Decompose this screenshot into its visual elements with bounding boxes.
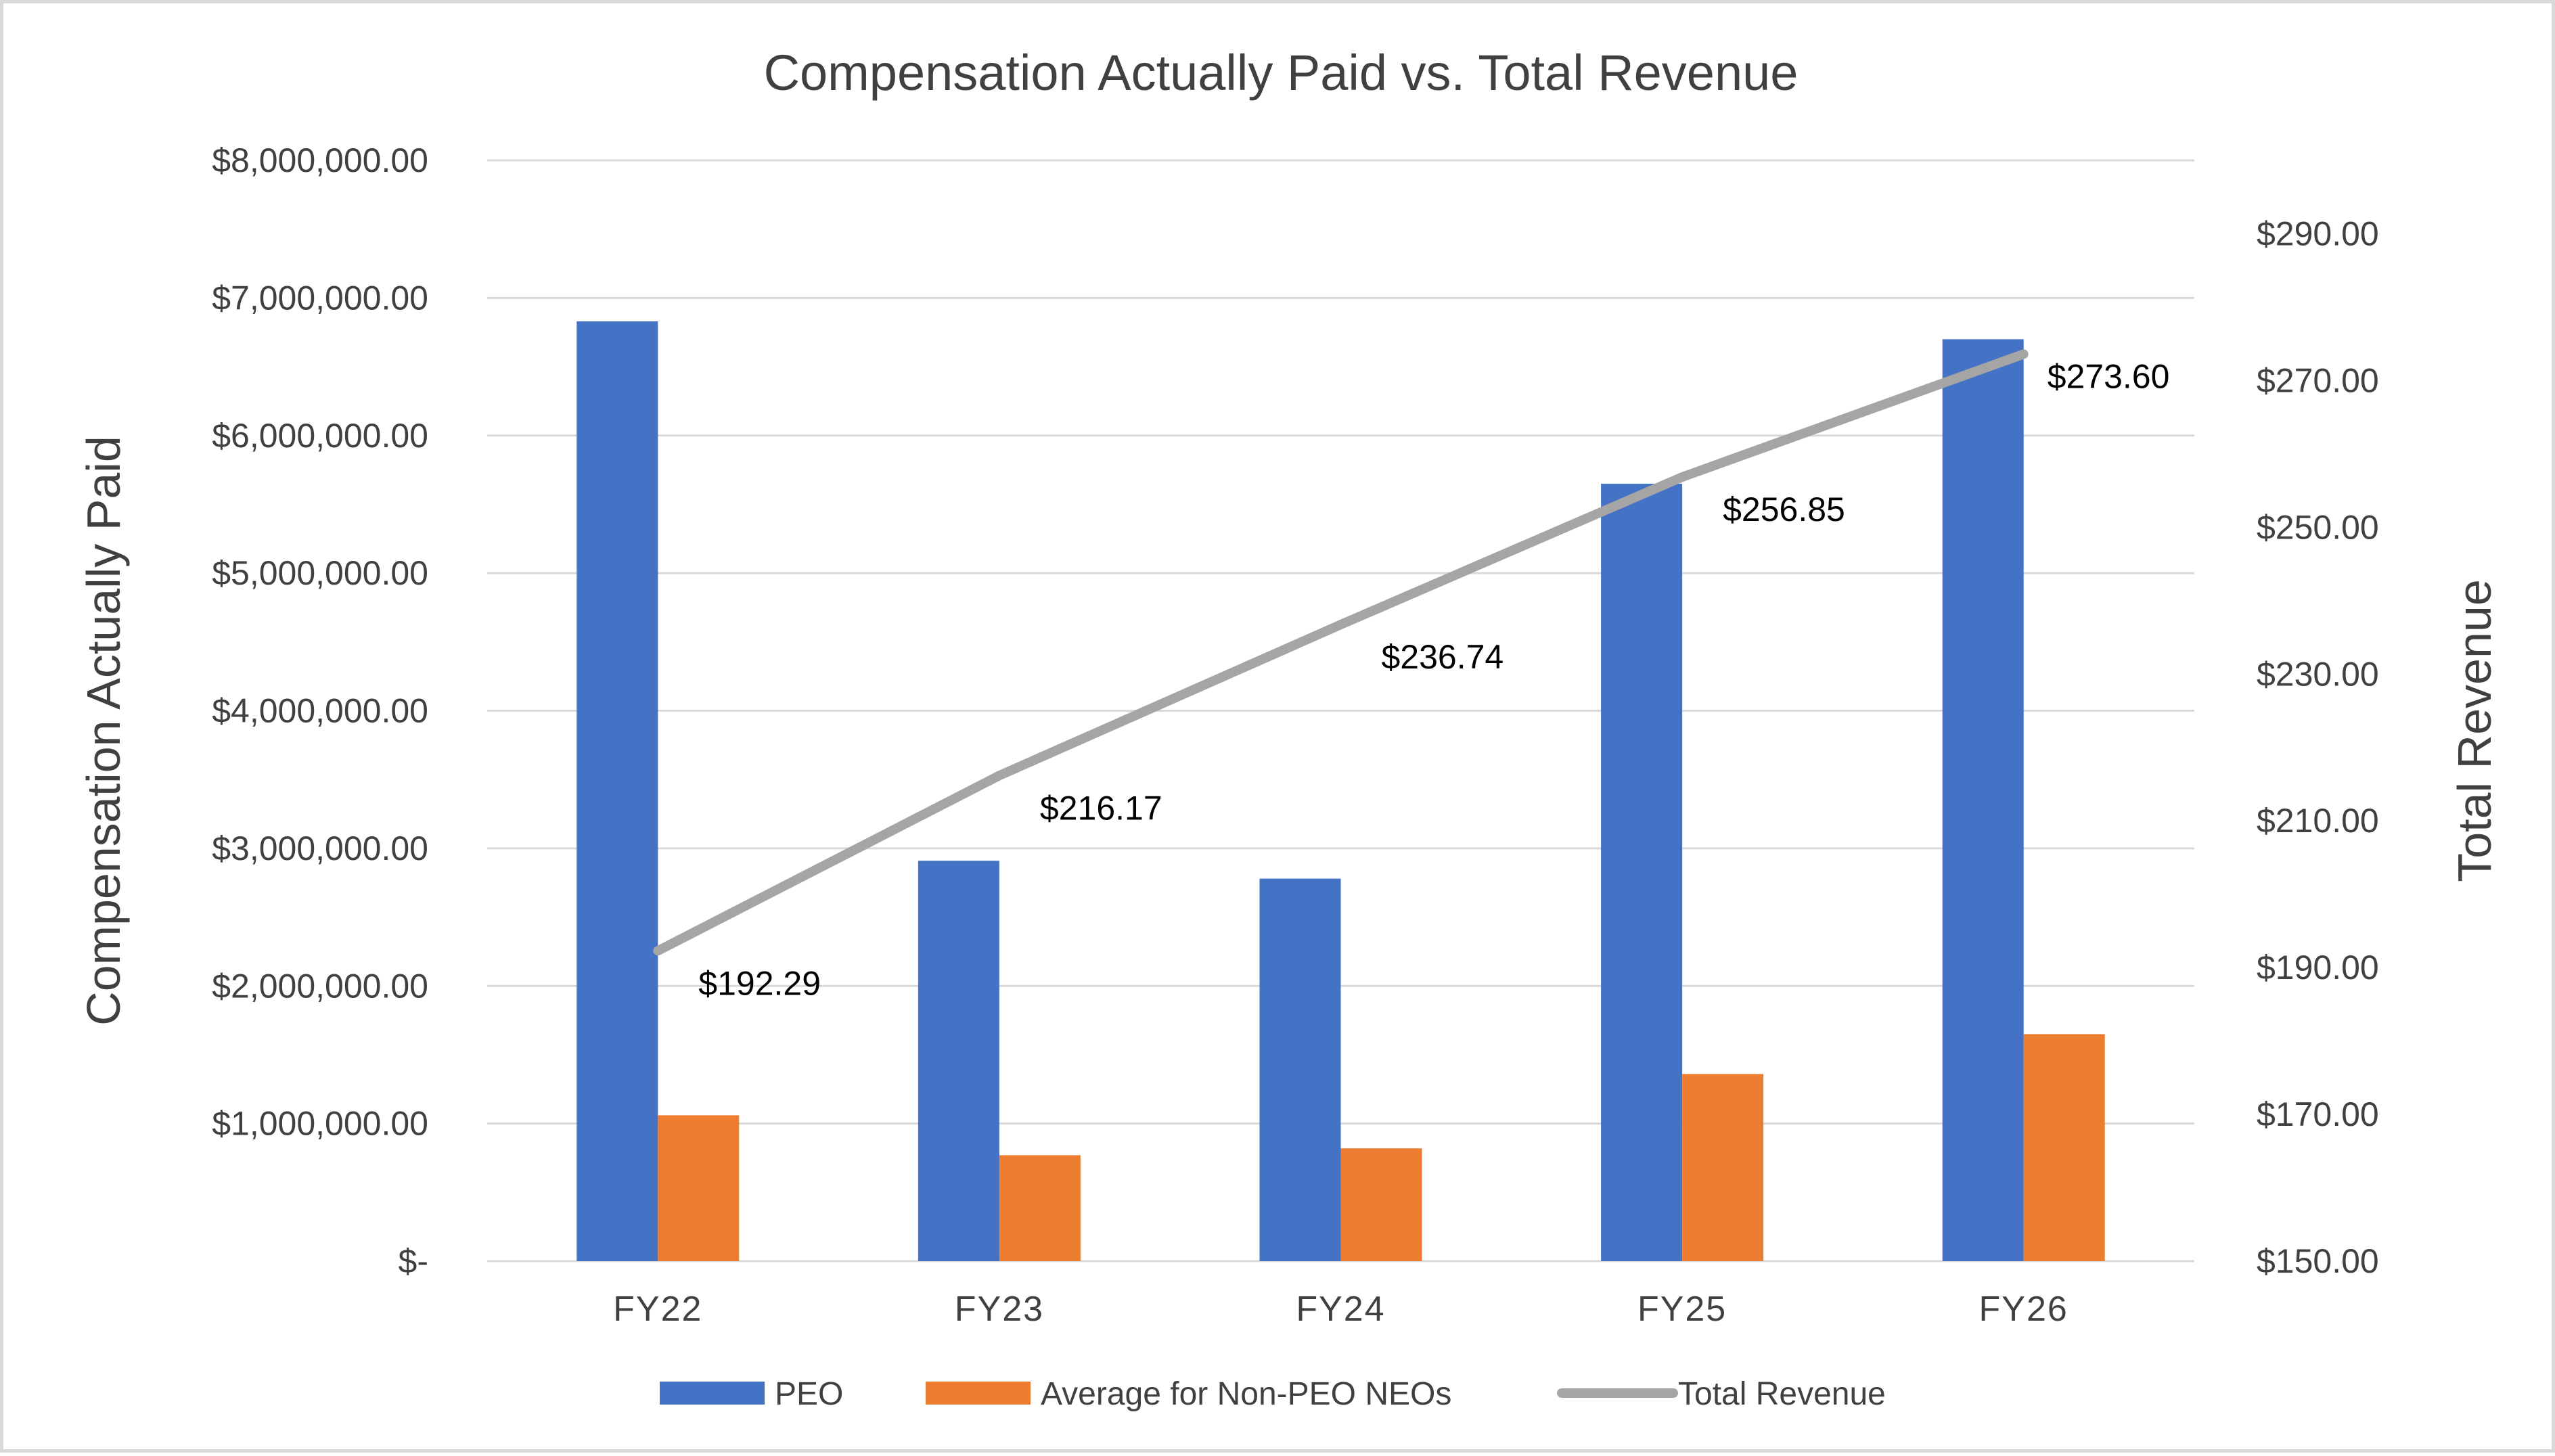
revenue-point — [1680, 475, 1685, 480]
x-category-label: FY26 — [1979, 1290, 2068, 1329]
chart-svg: Compensation Actually Paid vs. Total Rev… — [77, 45, 2501, 1412]
y-tick-label: $2,000,000.00 — [212, 967, 428, 1005]
bar-average-for-non-peo-neos-fy22 — [658, 1115, 740, 1261]
revenue-point — [656, 949, 660, 953]
y2-tick-label: $170.00 — [2257, 1095, 2379, 1133]
bar-average-for-non-peo-neos-fy23 — [999, 1155, 1081, 1261]
bar-peo-fy26 — [1942, 339, 2024, 1262]
legend-label: Average for Non-PEO NEOs — [1041, 1376, 1451, 1412]
bar-peo-fy23 — [918, 861, 999, 1261]
legend: PEO Average for Non-PEO NEOs Total Revenue — [660, 1376, 1886, 1412]
legend-label: PEO — [775, 1376, 843, 1412]
bar-peo-fy24 — [1259, 878, 1341, 1261]
y-tick-label: $1,000,000.00 — [212, 1105, 428, 1143]
category-labels: FY22 FY23 FY24 FY25 FY26 — [613, 1290, 2068, 1329]
revenue-data-label: $192.29 — [698, 964, 821, 1002]
y-tick-label: $6,000,000.00 — [212, 417, 428, 455]
bar-average-for-non-peo-neos-fy24 — [1340, 1148, 1422, 1261]
gridlines — [487, 159, 2194, 1262]
x-category-label: FY25 — [1637, 1290, 1727, 1329]
y2-tick-label: $290.00 — [2257, 214, 2379, 252]
bar-average-for-non-peo-neos-fy25 — [1682, 1074, 1764, 1261]
right-axis-ticks: $150.00 $170.00 $190.00 $210.00 $230.00 $250.… — [2257, 214, 2379, 1280]
left-axis-ticks: $- $1,000,000.00 $2,000,000.00 $3,000,000.0… — [212, 141, 428, 1280]
revenue-point — [1338, 622, 1343, 627]
revenue-data-label: $216.17 — [1040, 789, 1162, 827]
y2-tick-label: $210.00 — [2257, 802, 2379, 840]
y2-tick-label: $190.00 — [2257, 949, 2379, 986]
revenue-line: $192.29 $216.17 $236.74 $256.85 $273.60 — [653, 349, 2170, 1002]
revenue-data-label: $256.85 — [1723, 491, 1845, 528]
y-tick-label: $3,000,000.00 — [212, 829, 428, 867]
legend-label: Total Revenue — [1678, 1376, 1886, 1412]
legend-swatch-0 — [660, 1382, 765, 1405]
bar-peo-fy25 — [1601, 483, 1683, 1261]
revenue-line-path — [653, 349, 2029, 956]
y-axis-title: Compensation Actually Paid — [77, 436, 130, 1026]
chart-title: Compensation Actually Paid vs. Total Rev… — [764, 45, 1799, 101]
y2-axis-title: Total Revenue — [2448, 579, 2501, 882]
y-tick-label: $- — [399, 1242, 428, 1280]
x-category-label: FY22 — [613, 1290, 702, 1329]
y-tick-label: $5,000,000.00 — [212, 554, 428, 592]
y2-tick-label: $150.00 — [2257, 1242, 2379, 1280]
revenue-point — [997, 773, 1001, 778]
y2-tick-label: $250.00 — [2257, 508, 2379, 546]
bar-peo-fy22 — [576, 321, 658, 1262]
y-tick-label: $8,000,000.00 — [212, 141, 428, 179]
x-category-label: FY23 — [955, 1290, 1044, 1329]
y2-tick-label: $270.00 — [2257, 361, 2379, 399]
y2-tick-label: $230.00 — [2257, 655, 2379, 693]
x-category-label: FY24 — [1296, 1290, 1385, 1329]
revenue-point — [2021, 352, 2026, 357]
y-tick-label: $7,000,000.00 — [212, 279, 428, 317]
legend-swatch-1 — [926, 1382, 1031, 1405]
revenue-data-label: $273.60 — [2048, 357, 2170, 395]
revenue-data-label: $236.74 — [1382, 638, 1504, 676]
bars — [576, 321, 2105, 1262]
y-tick-label: $4,000,000.00 — [212, 692, 428, 730]
bar-average-for-non-peo-neos-fy26 — [2023, 1034, 2105, 1261]
